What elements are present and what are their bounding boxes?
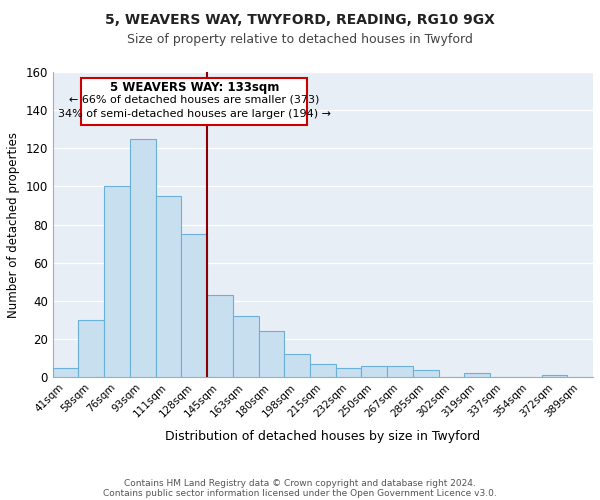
Bar xyxy=(387,366,413,377)
Bar xyxy=(181,234,207,377)
Bar xyxy=(53,368,79,377)
X-axis label: Distribution of detached houses by size in Twyford: Distribution of detached houses by size … xyxy=(166,430,481,443)
Text: Size of property relative to detached houses in Twyford: Size of property relative to detached ho… xyxy=(127,32,473,46)
Bar xyxy=(413,370,439,377)
Text: Contains HM Land Registry data © Crown copyright and database right 2024.: Contains HM Land Registry data © Crown c… xyxy=(124,478,476,488)
FancyBboxPatch shape xyxy=(81,78,307,126)
Bar xyxy=(542,376,568,377)
Bar xyxy=(361,366,387,377)
Text: ← 66% of detached houses are smaller (373): ← 66% of detached houses are smaller (37… xyxy=(69,95,319,105)
Bar xyxy=(259,332,284,377)
Bar xyxy=(79,320,104,377)
Bar xyxy=(104,186,130,377)
Bar xyxy=(310,364,336,377)
Text: 34% of semi-detached houses are larger (194) →: 34% of semi-detached houses are larger (… xyxy=(58,109,331,119)
Bar xyxy=(130,138,155,377)
Bar xyxy=(155,196,181,377)
Y-axis label: Number of detached properties: Number of detached properties xyxy=(7,132,20,318)
Bar xyxy=(233,316,259,377)
Bar xyxy=(207,295,233,377)
Text: Contains public sector information licensed under the Open Government Licence v3: Contains public sector information licen… xyxy=(103,488,497,498)
Bar xyxy=(284,354,310,377)
Bar xyxy=(336,368,361,377)
Text: 5, WEAVERS WAY, TWYFORD, READING, RG10 9GX: 5, WEAVERS WAY, TWYFORD, READING, RG10 9… xyxy=(105,12,495,26)
Bar xyxy=(464,374,490,377)
Text: 5 WEAVERS WAY: 133sqm: 5 WEAVERS WAY: 133sqm xyxy=(110,80,279,94)
